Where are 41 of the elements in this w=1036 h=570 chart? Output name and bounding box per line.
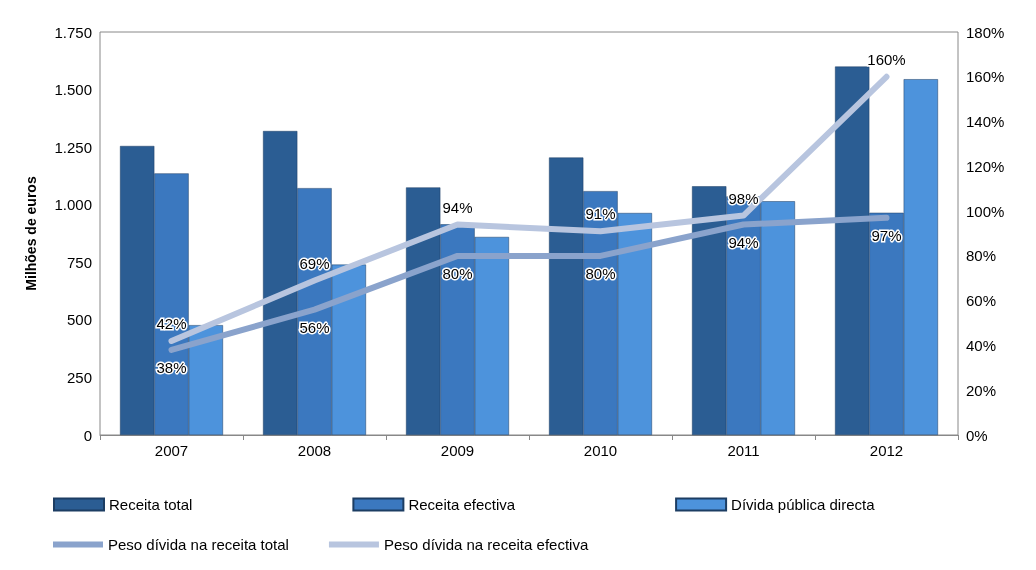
y-tick-label: 1.250 (54, 138, 92, 156)
y2-tick-label: 20% (966, 381, 997, 399)
legend-label: Receita efectiva (408, 496, 516, 513)
data-label: 80% (585, 264, 616, 282)
legend-label: Peso dívida na receita efectiva (383, 536, 589, 553)
y2-tick-label: 140% (966, 113, 1005, 131)
y-tick-label: 750 (66, 253, 92, 271)
y2-tick-label: 160% (966, 68, 1005, 86)
data-label: 94% (728, 233, 759, 251)
data-label: 94% (442, 198, 473, 216)
y2-tick-label: 100% (966, 202, 1005, 220)
data-label: 42% (156, 314, 187, 332)
y-axis-title: Milhões de euros (23, 176, 39, 291)
data-label: 69% (299, 254, 330, 272)
y-tick-label: 1.500 (54, 81, 92, 99)
x-tick-label: 2010 (583, 442, 618, 459)
y-tick-label: 1.750 (54, 23, 92, 41)
data-label: 91% (585, 205, 616, 223)
x-tick-label: 2012 (869, 442, 904, 459)
legend-label: Dívida pública directa (731, 496, 876, 513)
y2-tick-label: 0% (966, 426, 988, 444)
data-label: 38% (156, 358, 187, 376)
legend-label: Receita total (109, 496, 193, 513)
data-label: 56% (299, 318, 330, 336)
data-label: 160% (867, 50, 906, 68)
x-tick-label: 2009 (440, 442, 475, 459)
x-tick-label: 2011 (727, 442, 760, 459)
x-tick-label: 2007 (154, 442, 189, 459)
legend-label: Peso dívida na receita total (108, 536, 289, 553)
data-label: 97% (871, 226, 902, 244)
y-tick-label: 500 (66, 311, 92, 329)
data-label: 80% (442, 264, 473, 282)
y2-tick-label: 60% (966, 292, 997, 310)
y-tick-label: 0 (83, 426, 92, 444)
y-tick-label: 250 (66, 368, 92, 386)
y-tick-label: 1.000 (54, 196, 92, 214)
x-tick-label: 2008 (297, 442, 332, 459)
y2-tick-label: 80% (966, 247, 997, 265)
y2-tick-label: 180% (966, 23, 1005, 41)
y2-tick-label: 40% (966, 336, 997, 354)
y2-tick-label: 120% (966, 157, 1005, 175)
